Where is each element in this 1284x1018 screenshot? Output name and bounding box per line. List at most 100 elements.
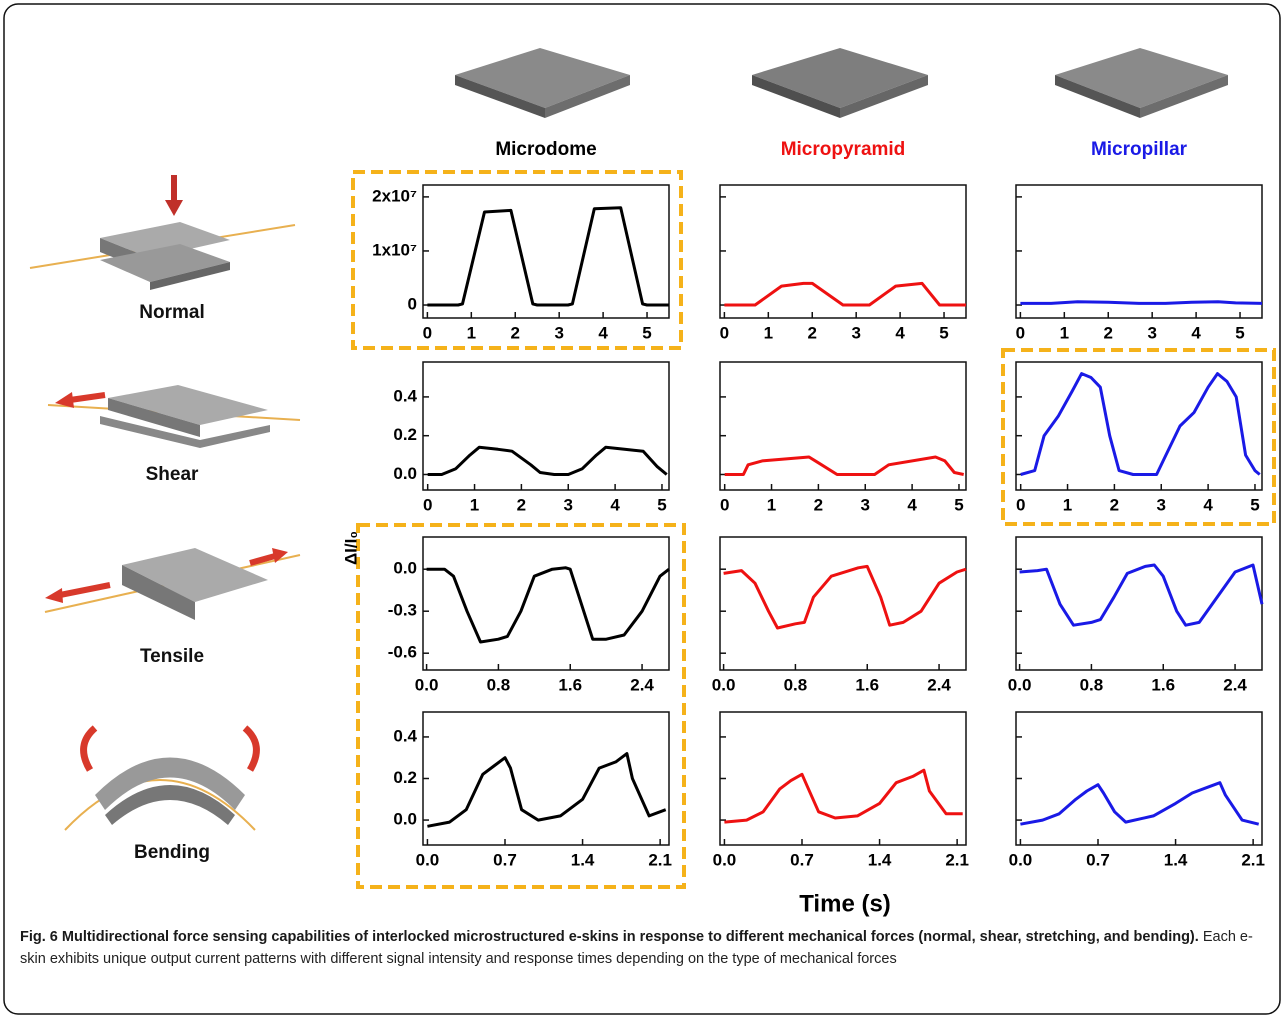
tensile-illustration <box>45 548 300 620</box>
x-tick-label: 0.7 <box>493 850 517 869</box>
plot-frame <box>423 362 669 490</box>
normal-illustration <box>30 175 295 290</box>
x-tick-label: 2 <box>1104 323 1113 342</box>
x-tick-label: 1.6 <box>558 675 582 694</box>
data-line <box>1020 302 1262 304</box>
page: ΔI/I₀ Time (s) MicrodomeMicropyramidMicr… <box>0 0 1284 1018</box>
plot-frame <box>423 537 669 670</box>
x-tick-label: 4 <box>1203 495 1213 514</box>
data-line <box>725 457 964 475</box>
y-tick-label: 2x10⁷ <box>372 186 417 205</box>
data-line <box>724 566 966 628</box>
x-tick-label: 1.6 <box>1151 675 1175 694</box>
bending-illustration <box>65 728 256 830</box>
x-tick-label: 0.0 <box>1008 675 1032 694</box>
x-tick-label: 5 <box>642 323 651 342</box>
microdome-surface <box>455 48 630 118</box>
y-tick-label: 1x10⁷ <box>372 240 417 259</box>
plot-frame <box>1016 537 1262 670</box>
y-tick-label: 0 <box>408 295 417 314</box>
x-tick-label: 0.8 <box>487 675 511 694</box>
x-tick-label: 3 <box>861 495 870 514</box>
x-tick-label: 0 <box>423 323 432 342</box>
y-tick-label: -0.6 <box>388 643 417 662</box>
x-tick-label: 0 <box>423 495 432 514</box>
data-line <box>1020 783 1258 825</box>
y-tick-label: 0.2 <box>393 425 417 444</box>
data-line <box>427 754 665 827</box>
x-tick-label: 2 <box>511 323 520 342</box>
data-line <box>427 568 669 642</box>
x-tick-label: 1 <box>470 495 479 514</box>
data-line <box>724 770 962 822</box>
column-label: Microdome <box>495 139 596 160</box>
x-tick-label: 0.8 <box>784 675 808 694</box>
x-tick-label: 4 <box>598 323 608 342</box>
x-tick-label: 2 <box>1110 495 1119 514</box>
y-tick-label: 0.4 <box>393 726 417 745</box>
x-tick-label: 5 <box>1235 323 1244 342</box>
x-tick-label: 1.4 <box>1164 850 1188 869</box>
y-tick-label: 0.2 <box>393 768 417 787</box>
plot-frame <box>720 362 966 490</box>
data-line <box>724 283 966 305</box>
x-tick-label: 1.4 <box>868 850 892 869</box>
plot-frame <box>720 712 966 845</box>
plot-frame <box>720 537 966 670</box>
y-tick-label: 0.0 <box>393 810 417 829</box>
x-tick-label: 2 <box>808 323 817 342</box>
x-tick-label: 3 <box>564 495 573 514</box>
x-tick-label: 4 <box>907 495 917 514</box>
x-tick-label: 1 <box>767 495 776 514</box>
x-tick-label: 3 <box>851 323 860 342</box>
y-axis-label: ΔI/I₀ <box>341 531 360 565</box>
column-label: Micropyramid <box>781 139 906 160</box>
x-tick-label: 1 <box>1060 323 1069 342</box>
x-tick-label: 0.0 <box>713 850 737 869</box>
data-line <box>1020 565 1262 625</box>
x-tick-label: 1.6 <box>855 675 879 694</box>
plot-frame <box>1016 712 1262 845</box>
x-tick-label: 0.0 <box>712 675 736 694</box>
x-tick-label: 4 <box>895 323 905 342</box>
x-tick-label: 3 <box>554 323 563 342</box>
x-tick-label: 1 <box>1063 495 1072 514</box>
x-tick-label: 5 <box>954 495 963 514</box>
x-tick-label: 5 <box>1250 495 1259 514</box>
x-tick-label: 2.1 <box>945 850 969 869</box>
x-tick-label: 0 <box>1016 495 1025 514</box>
micropillar-surface <box>1055 48 1228 118</box>
x-tick-label: 5 <box>657 495 666 514</box>
data-line <box>1021 374 1260 475</box>
x-tick-label: 1 <box>764 323 773 342</box>
x-tick-label: 2 <box>517 495 526 514</box>
x-tick-label: 2.1 <box>648 850 672 869</box>
x-tick-label: 1 <box>467 323 476 342</box>
x-tick-label: 0.0 <box>1009 850 1033 869</box>
y-tick-label: -0.3 <box>388 601 417 620</box>
plot-frame <box>1016 185 1262 318</box>
caption: Fig. 6 Multidirectional force sensing ca… <box>20 926 1268 970</box>
x-tick-label: 0.0 <box>416 850 440 869</box>
x-tick-label: 0 <box>1016 323 1025 342</box>
x-tick-label: 0 <box>720 495 729 514</box>
x-tick-label: 2.4 <box>927 675 951 694</box>
caption-title: Fig. 6 Multidirectional force sensing ca… <box>20 929 1199 945</box>
x-tick-label: 2.4 <box>1223 675 1247 694</box>
data-line <box>427 208 669 305</box>
row-label: Bending <box>134 842 210 863</box>
row-label: Shear <box>146 464 199 485</box>
shear-illustration <box>48 385 300 448</box>
x-tick-label: 0.7 <box>790 850 814 869</box>
x-tick-label: 0 <box>720 323 729 342</box>
highlight-boxes <box>353 172 1274 887</box>
x-tick-label: 4 <box>1191 323 1201 342</box>
plot-frame <box>720 185 966 318</box>
y-tick-label: 0.0 <box>393 559 417 578</box>
row-label: Tensile <box>140 646 204 667</box>
x-tick-label: 4 <box>610 495 620 514</box>
x-tick-label: 3 <box>1157 495 1166 514</box>
data-line <box>428 447 667 474</box>
column-label: Micropillar <box>1091 139 1188 160</box>
x-tick-label: 5 <box>939 323 948 342</box>
